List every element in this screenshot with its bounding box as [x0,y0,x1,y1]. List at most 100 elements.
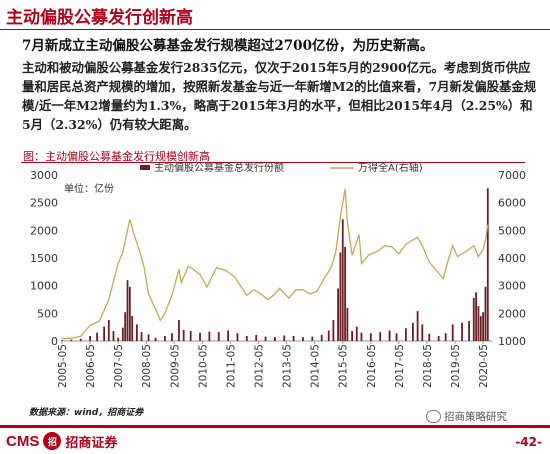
x-axis-tick: 2014-05 [310,344,322,388]
figure-caption: 图：主动偏股公募基金发行规模创新高 [23,150,210,163]
bar [412,322,414,341]
right-axis-tick: 4000 [498,252,526,265]
left-axis-tick: 2500 [30,197,58,210]
bar [332,319,335,341]
footer-divider [0,425,550,428]
x-axis-tick: 2009-05 [169,344,181,388]
bar [395,333,398,341]
legend-label-line: 万得全A(右轴) [358,161,423,174]
figure-divider [21,162,525,163]
bar [302,337,304,341]
bar [178,319,180,341]
logo-company-name: 招商证券 [65,435,118,451]
left-axis-tick: 1000 [30,280,58,293]
bar [128,286,131,341]
bar [388,330,391,341]
bar [121,327,124,341]
bar [140,332,143,341]
bar [311,336,314,341]
bar [477,306,480,341]
right-axis-tick: 3000 [498,280,526,293]
bar [327,330,330,341]
bar [199,332,201,341]
bar [96,332,98,341]
title-divider [0,29,550,30]
bar [227,330,230,341]
x-axis-tick: 2011-05 [225,344,237,388]
bar [346,307,349,341]
legend-swatch-bar [140,165,150,170]
bar [416,311,419,341]
x-axis-tick: 2019-05 [450,344,462,388]
x-axis-tick: 2020-05 [478,344,490,388]
bar [461,322,463,341]
left-axis-tick: 3000 [30,169,58,182]
bar [107,319,110,341]
bar [379,332,382,341]
bar [103,326,106,341]
bar [189,331,192,341]
headline: 7月新成立主动偏股公募基金发行规模超过2700亿份，为历史新高。 [22,38,434,54]
bar [89,336,91,341]
right-axis-tick: 5000 [498,224,526,237]
x-axis-tick: 2015-05 [338,344,350,388]
bar [405,328,407,341]
bar [479,316,482,341]
bar [421,324,424,341]
bar [344,246,346,341]
right-axis-tick: 2000 [498,307,526,320]
bar [292,336,295,341]
x-axis-tick: 2008-05 [141,344,153,388]
bar [451,324,454,341]
x-axis-ticks: 2005-05 2006-05 2007-05 2008-05 2009-05 2010-… [57,341,490,388]
summary-paragraph: 主动和被动偏股公募基金发行2835亿元，仅次于2015年5月的2900亿元。考虑… [22,60,537,132]
right-axis-tick: 1000 [498,335,526,348]
bar [147,334,150,341]
bar [61,340,63,341]
x-axis-tick: 2007-05 [113,344,125,388]
bar [320,334,323,341]
left-axis-tick: 2000 [30,224,58,237]
left-axis-tick: 500 [37,307,58,320]
bar [283,335,286,341]
wechat-name: 招商策略研究 [444,411,507,423]
legend: 主动偏股公募基金总发行份额 万得全A(右轴) [140,161,423,174]
bar [360,332,363,341]
right-axis-tick: 7000 [498,169,526,182]
bar [164,336,166,341]
bar [208,331,211,341]
x-axis-tick: 2006-05 [85,344,97,388]
bar [437,336,440,341]
left-axis-tick: 1500 [30,252,58,265]
bar [355,326,358,341]
logo-seal-icon: 招 [43,432,62,450]
bar [236,333,239,341]
bar [112,331,115,341]
bar [482,312,485,341]
x-axis-tick: 2018-05 [422,344,434,388]
bar [472,297,475,341]
bar [264,336,267,341]
bar [475,292,477,341]
bar [70,339,73,341]
x-axis-tick: 2005-05 [57,344,69,388]
bar [124,312,127,341]
right-axis-ticks: 1000 2000 3000 4000 5000 6000 7000 [498,169,526,348]
company-logo: CMS 招 招商证券 [6,431,117,451]
x-axis-tick: 2012-05 [254,344,266,388]
bar [154,337,157,341]
bar-series [61,188,489,341]
x-axis-tick: 2016-05 [366,344,378,388]
x-axis-tick: 2017-05 [394,344,406,388]
bar [126,280,129,341]
bar [428,333,431,341]
bar [337,288,339,341]
bar [171,333,173,341]
bar [117,337,120,341]
bar [339,252,342,341]
bar [255,334,258,341]
legend-label-bar: 主动偏股公募基金总发行份额 [154,161,284,174]
bar [468,321,470,341]
bar [79,338,82,341]
bar [484,286,487,341]
